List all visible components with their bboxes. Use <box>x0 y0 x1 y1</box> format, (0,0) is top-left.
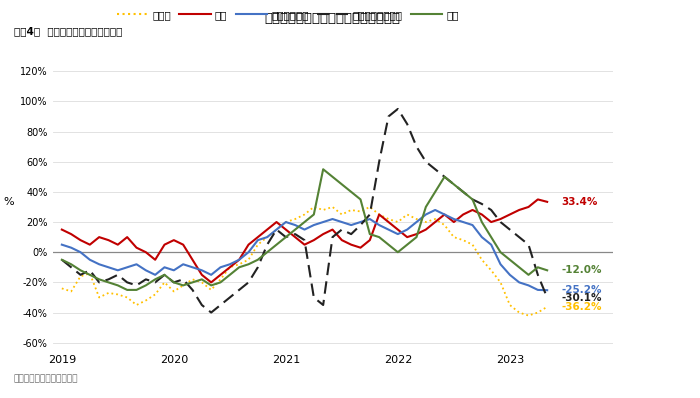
Title: 韩国出口：主要分项（金额）同比增速: 韩国出口：主要分项（金额）同比增速 <box>265 12 400 25</box>
Text: -12.0%: -12.0% <box>561 265 602 275</box>
Text: -36.2%: -36.2% <box>561 302 602 312</box>
Text: 33.4%: 33.4% <box>561 197 598 207</box>
Text: 图表4：  韩国主要出口产品同比情况: 图表4： 韩国主要出口产品同比情况 <box>14 26 122 36</box>
Legend: 半导体, 汽车, 计算机、电子, 石油和石化加工品, 手机: 半导体, 汽车, 计算机、电子, 石油和石化加工品, 手机 <box>113 6 463 24</box>
Y-axis label: %: % <box>4 197 14 207</box>
Text: 资料来源：彭博，华泰研究: 资料来源：彭博，华泰研究 <box>14 374 78 383</box>
Text: -30.1%: -30.1% <box>561 293 602 302</box>
Text: -25.2%: -25.2% <box>561 285 602 295</box>
